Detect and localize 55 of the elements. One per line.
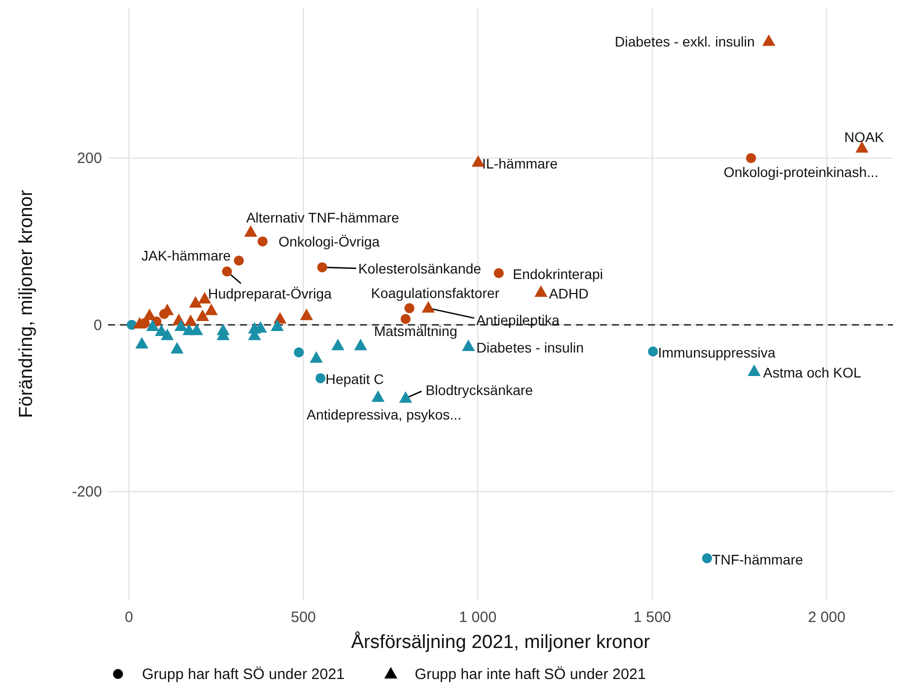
annotation: Onkologi-proteinkinash... <box>724 164 878 180</box>
x-tick-label: 1 500 <box>633 609 672 626</box>
annotation: Diabetes - insulin <box>476 340 584 356</box>
annotation: Antidepressiva, psykos... <box>306 406 462 422</box>
point <box>270 320 284 332</box>
point <box>310 351 323 363</box>
annotation: Endokrinterapi <box>512 266 604 282</box>
annotation: Alternativ TNF-hämmare <box>246 209 400 226</box>
x-tick-label: 500 <box>290 609 316 626</box>
annotation: Immunsuppressiva <box>658 344 776 361</box>
point <box>462 340 475 352</box>
point <box>190 324 204 336</box>
point <box>222 266 232 276</box>
annotation: NOAK <box>844 129 885 146</box>
x-tick-label: 1 000 <box>459 609 497 626</box>
point <box>234 256 244 266</box>
point <box>748 364 761 376</box>
annotation: Blodtrycksänkare <box>426 382 534 398</box>
annotation: Kolesterolsänkande <box>358 260 482 276</box>
point <box>372 390 385 402</box>
annotation: Matsmältning <box>374 323 458 340</box>
annotation: Hudpreparat-Övriga <box>208 285 332 302</box>
x-axis-title: Årsförsäljning 2021, miljoner kronor <box>351 631 651 653</box>
point <box>146 320 160 332</box>
x-tick-label: 0 <box>124 609 134 626</box>
point <box>494 268 504 278</box>
text: Grupp har inte haft SÖ under 2021 <box>414 666 646 683</box>
annotation: Diabetes - exkl. insulin <box>614 33 755 50</box>
point <box>135 337 148 349</box>
y-tick-label: 200 <box>76 150 102 168</box>
text: Grupp har haft SÖ under 2021 <box>142 666 345 683</box>
point <box>258 236 268 246</box>
point <box>160 328 174 340</box>
annotation: Hepatit C <box>325 371 384 388</box>
point <box>399 391 412 403</box>
annotation: ADHD <box>548 285 589 302</box>
point <box>174 320 188 332</box>
annotation: Antiepileptika <box>476 312 560 328</box>
annotation: Astma och KOL <box>763 364 862 381</box>
point <box>170 342 184 354</box>
point <box>354 338 368 350</box>
point <box>400 314 411 324</box>
y-tick-label: -200 <box>72 484 102 501</box>
point <box>746 153 756 164</box>
annotation: TNF-hämmare <box>712 551 804 568</box>
annotation: Onkologi-Övriga <box>278 233 380 250</box>
x-tick-label: 2 000 <box>808 609 846 626</box>
point <box>331 338 344 350</box>
annotation: Koagulationsfaktorer <box>371 285 500 302</box>
y-tick-label: 0 <box>94 316 102 334</box>
annotation: IL-hämmare <box>482 155 558 172</box>
point <box>317 262 328 272</box>
annotation: JAK-hämmare <box>141 248 232 264</box>
point <box>404 303 414 314</box>
y-axis-title: Förändring, miljoner kronor <box>16 189 37 418</box>
